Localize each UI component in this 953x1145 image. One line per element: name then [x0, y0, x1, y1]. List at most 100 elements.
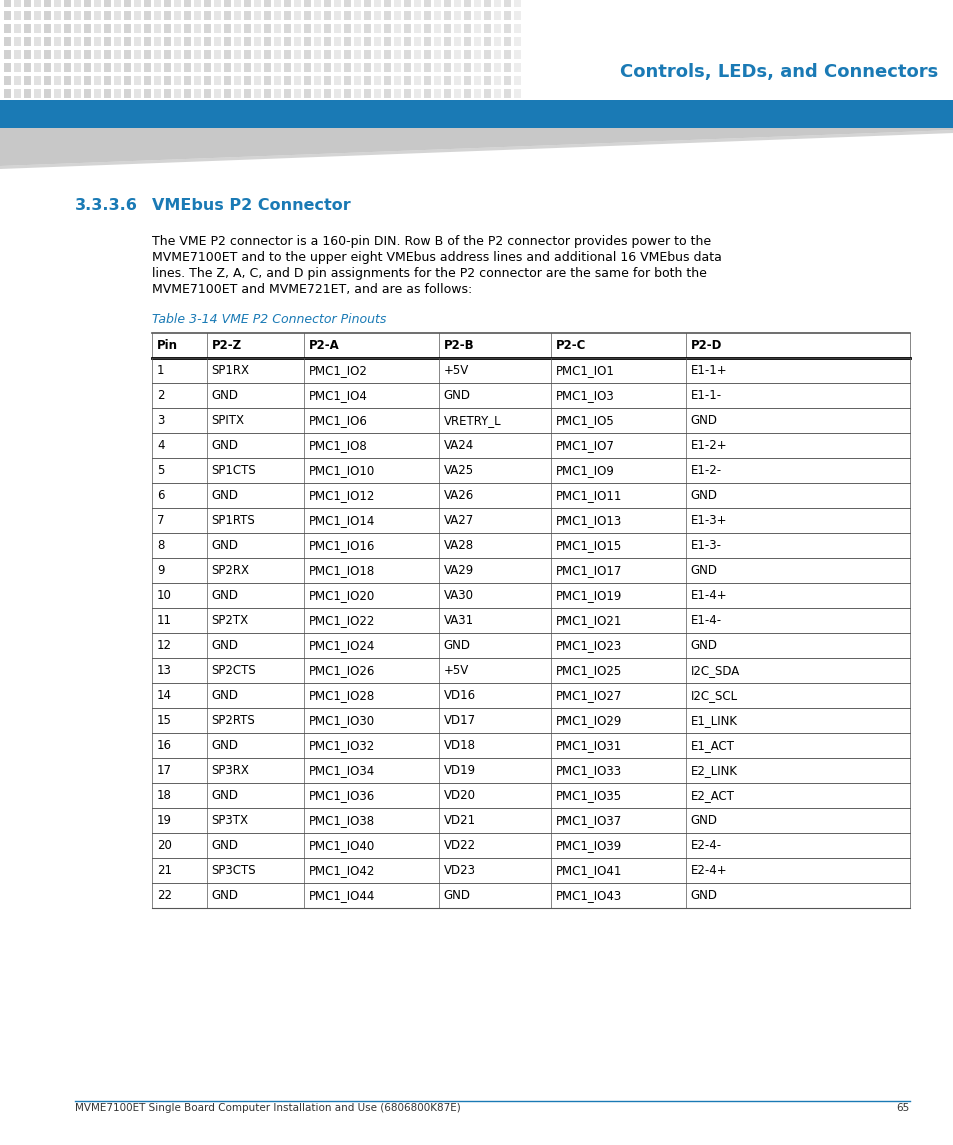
Bar: [494, 76, 501, 85]
Bar: [504, 24, 511, 32]
Bar: [254, 76, 261, 85]
Bar: [5, 88, 11, 97]
Bar: [34, 63, 42, 71]
Bar: [375, 49, 381, 58]
Bar: [294, 0, 301, 7]
Bar: [5, 63, 11, 71]
Bar: [474, 10, 481, 19]
Text: PMC1_IO14: PMC1_IO14: [308, 514, 375, 527]
Bar: [244, 49, 252, 58]
Bar: [25, 37, 31, 46]
Text: GND: GND: [212, 789, 238, 802]
Bar: [324, 10, 331, 19]
Bar: [54, 49, 61, 58]
Bar: [45, 10, 51, 19]
Bar: [125, 63, 132, 71]
Bar: [434, 37, 441, 46]
Bar: [204, 76, 212, 85]
Bar: [464, 88, 471, 97]
Bar: [45, 88, 51, 97]
Text: E1-4+: E1-4+: [690, 589, 726, 602]
Text: P2-B: P2-B: [443, 339, 474, 352]
Bar: [214, 24, 221, 32]
Bar: [174, 0, 181, 7]
Bar: [184, 76, 192, 85]
Text: SP1CTS: SP1CTS: [212, 464, 256, 477]
Bar: [474, 88, 481, 97]
Bar: [184, 37, 192, 46]
Text: PMC1_IO18: PMC1_IO18: [308, 564, 375, 577]
Text: VA29: VA29: [443, 564, 474, 577]
Bar: [304, 63, 312, 71]
Bar: [335, 49, 341, 58]
Bar: [344, 63, 351, 71]
Bar: [254, 49, 261, 58]
Bar: [284, 88, 292, 97]
Text: SP3CTS: SP3CTS: [212, 864, 256, 877]
Text: GND: GND: [212, 539, 238, 552]
Bar: [494, 10, 501, 19]
Text: lines. The Z, A, C, and D pin assignments for the P2 connector are the same for : lines. The Z, A, C, and D pin assignment…: [152, 267, 706, 281]
Bar: [74, 49, 81, 58]
Bar: [105, 76, 112, 85]
Bar: [294, 63, 301, 71]
Bar: [355, 37, 361, 46]
Bar: [364, 49, 371, 58]
Bar: [375, 37, 381, 46]
Text: E1_ACT: E1_ACT: [690, 739, 734, 752]
Bar: [264, 0, 272, 7]
Bar: [474, 37, 481, 46]
Text: PMC1_IO24: PMC1_IO24: [308, 639, 375, 652]
Bar: [74, 24, 81, 32]
Bar: [184, 88, 192, 97]
Text: PMC1_IO22: PMC1_IO22: [308, 614, 375, 627]
Text: GND: GND: [443, 889, 470, 902]
Bar: [154, 63, 161, 71]
Text: PMC1_IO26: PMC1_IO26: [308, 664, 375, 677]
Bar: [224, 24, 232, 32]
Bar: [364, 10, 371, 19]
Bar: [65, 24, 71, 32]
Bar: [194, 10, 201, 19]
Bar: [484, 88, 491, 97]
Text: MVME7100ET and to the upper eight VMEbus address lines and additional 16 VMEbus : MVME7100ET and to the upper eight VMEbus…: [152, 251, 721, 264]
Bar: [494, 37, 501, 46]
Bar: [54, 24, 61, 32]
Bar: [294, 24, 301, 32]
Text: VD19: VD19: [443, 764, 476, 777]
Text: VA28: VA28: [443, 539, 473, 552]
Bar: [454, 88, 461, 97]
Bar: [144, 0, 152, 7]
Bar: [335, 63, 341, 71]
Bar: [484, 10, 491, 19]
Bar: [74, 63, 81, 71]
Bar: [355, 0, 361, 7]
Bar: [375, 76, 381, 85]
Text: +5V: +5V: [443, 664, 468, 677]
Text: I2C_SDA: I2C_SDA: [690, 664, 740, 677]
Bar: [504, 49, 511, 58]
Bar: [214, 49, 221, 58]
Bar: [34, 37, 42, 46]
Bar: [125, 0, 132, 7]
Text: E2-4+: E2-4+: [690, 864, 726, 877]
Text: E1-1-: E1-1-: [690, 389, 721, 402]
Bar: [504, 0, 511, 7]
Text: PMC1_IO10: PMC1_IO10: [308, 464, 375, 477]
Bar: [134, 49, 141, 58]
Text: 3.3.3.6: 3.3.3.6: [75, 197, 138, 213]
Bar: [375, 88, 381, 97]
Bar: [375, 63, 381, 71]
Bar: [395, 24, 401, 32]
Bar: [125, 49, 132, 58]
Bar: [114, 37, 121, 46]
Bar: [324, 37, 331, 46]
Bar: [454, 10, 461, 19]
Text: GND: GND: [690, 564, 717, 577]
Text: PMC1_IO28: PMC1_IO28: [308, 689, 375, 702]
Bar: [514, 88, 521, 97]
Bar: [85, 88, 91, 97]
Bar: [274, 63, 281, 71]
Bar: [444, 76, 451, 85]
Bar: [234, 10, 241, 19]
